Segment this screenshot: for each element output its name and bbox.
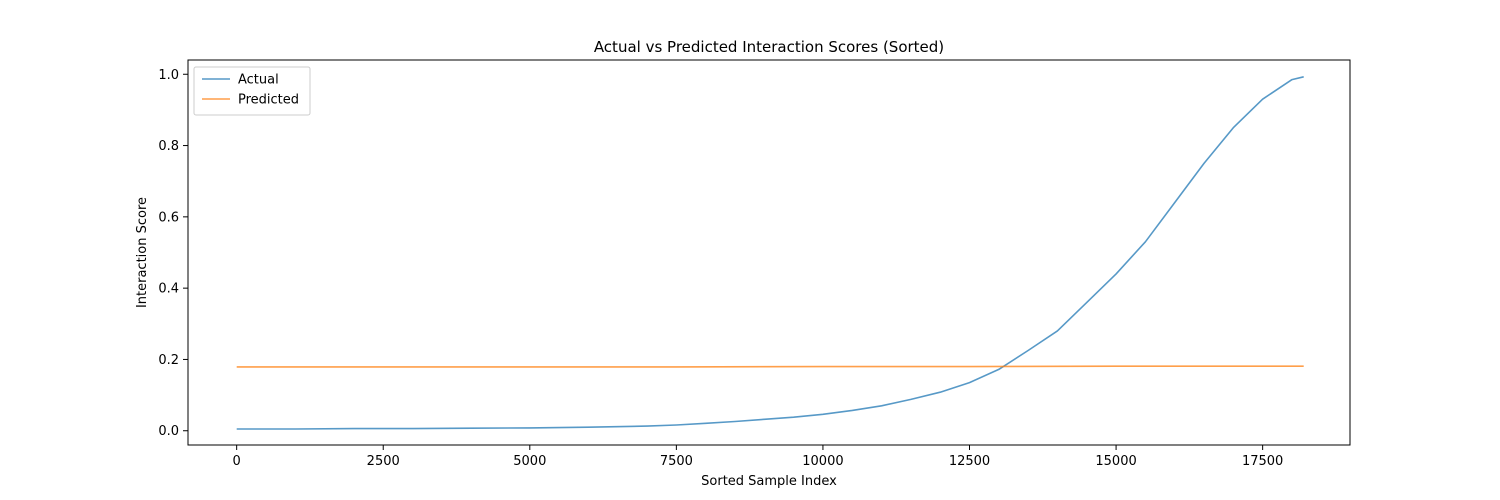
y-tick-label: 0.6 [158,210,179,225]
x-tick-label: 17500 [1242,454,1283,469]
x-tick-label: 12500 [949,454,990,469]
x-ticks: 0 2500 5000 7500 10000 12500 15000 17500 [233,445,1283,469]
x-tick-label: 5000 [513,454,546,469]
x-tick-label: 2500 [367,454,400,469]
x-tick-label: 7500 [660,454,693,469]
y-tick-label: 0.4 [158,282,179,297]
plot-frame [187,59,1351,446]
y-tick-label: 1.0 [158,68,179,83]
y-tick-label: 0.0 [158,424,179,439]
legend: Actual Predicted [193,66,311,116]
legend-label-actual: Actual [238,73,279,88]
x-tick-label: 0 [233,454,241,469]
chart-title: Actual vs Predicted Interaction Scores (… [594,38,944,56]
series-line-predicted [236,365,1304,368]
y-tick-label: 0.2 [158,353,179,368]
y-tick-label: 0.8 [158,139,179,154]
x-tick-label: 15000 [1095,454,1136,469]
x-tick-label: 10000 [802,454,843,469]
y-ticks: 0.0 0.2 0.4 0.6 0.8 1.0 [158,68,188,439]
series-layer [236,76,1304,430]
x-axis-title: Sorted Sample Index [701,474,837,489]
y-axis-title: Interaction Score [135,197,150,308]
legend-label-predicted: Predicted [238,93,299,108]
series-line-actual [236,76,1304,430]
